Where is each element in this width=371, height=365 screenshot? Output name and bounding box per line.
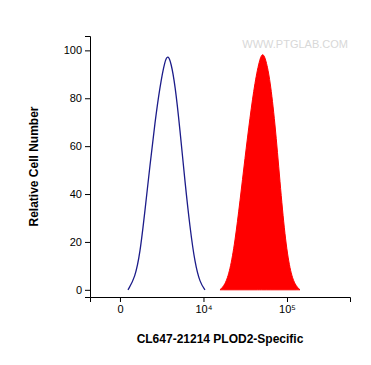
y-tick-label: 0 bbox=[76, 284, 82, 296]
chart: WWW.PTGLAB.COM 0 10⁴ 10⁵ 0 20 40 60 80 100 CL647-2… bbox=[0, 0, 371, 365]
y-tick-label: 40 bbox=[70, 188, 82, 200]
x-tick: 0 bbox=[117, 297, 123, 315]
y-tick-mark bbox=[85, 242, 90, 243]
y-tick: 60 bbox=[70, 140, 90, 152]
y-axis-line bbox=[85, 37, 91, 298]
x-tick-mark bbox=[203, 297, 204, 302]
x-axis-line bbox=[91, 298, 351, 303]
x-tick-label: 0 bbox=[117, 303, 123, 315]
x-tick-mark bbox=[287, 297, 288, 302]
y-axis-title: Relative Cell Number bbox=[27, 106, 41, 226]
x-tick: 10⁵ bbox=[279, 297, 296, 315]
y-tick-mark bbox=[85, 194, 90, 195]
y-tick-label: 100 bbox=[64, 44, 82, 56]
x-tick-label: 10⁵ bbox=[279, 303, 296, 315]
x-tick: 10⁴ bbox=[195, 297, 212, 315]
x-axis-title: CL647-21214 PLOD2-Specific bbox=[137, 332, 304, 346]
x-tick-label: 10⁴ bbox=[195, 303, 212, 315]
histogram-line bbox=[128, 57, 205, 290]
y-tick: 100 bbox=[64, 44, 90, 56]
y-tick-mark bbox=[85, 146, 90, 147]
y-tick: 0 bbox=[76, 284, 90, 296]
y-axis: 0 20 40 60 80 100 bbox=[64, 37, 91, 298]
y-tick-mark bbox=[85, 98, 90, 99]
x-axis: 0 10⁴ 10⁵ bbox=[91, 297, 351, 315]
y-tick-label: 20 bbox=[70, 236, 82, 248]
y-tick: 20 bbox=[70, 236, 90, 248]
x-tick-mark bbox=[120, 297, 121, 302]
y-tick: 80 bbox=[70, 92, 90, 104]
watermark: WWW.PTGLAB.COM bbox=[242, 38, 348, 50]
y-tick-mark bbox=[85, 50, 90, 51]
plot-area bbox=[128, 55, 300, 290]
y-tick-mark bbox=[85, 290, 90, 291]
y-tick-label: 60 bbox=[70, 140, 82, 152]
y-tick: 40 bbox=[70, 188, 90, 200]
y-tick-label: 80 bbox=[70, 92, 82, 104]
histogram-area bbox=[220, 55, 300, 290]
